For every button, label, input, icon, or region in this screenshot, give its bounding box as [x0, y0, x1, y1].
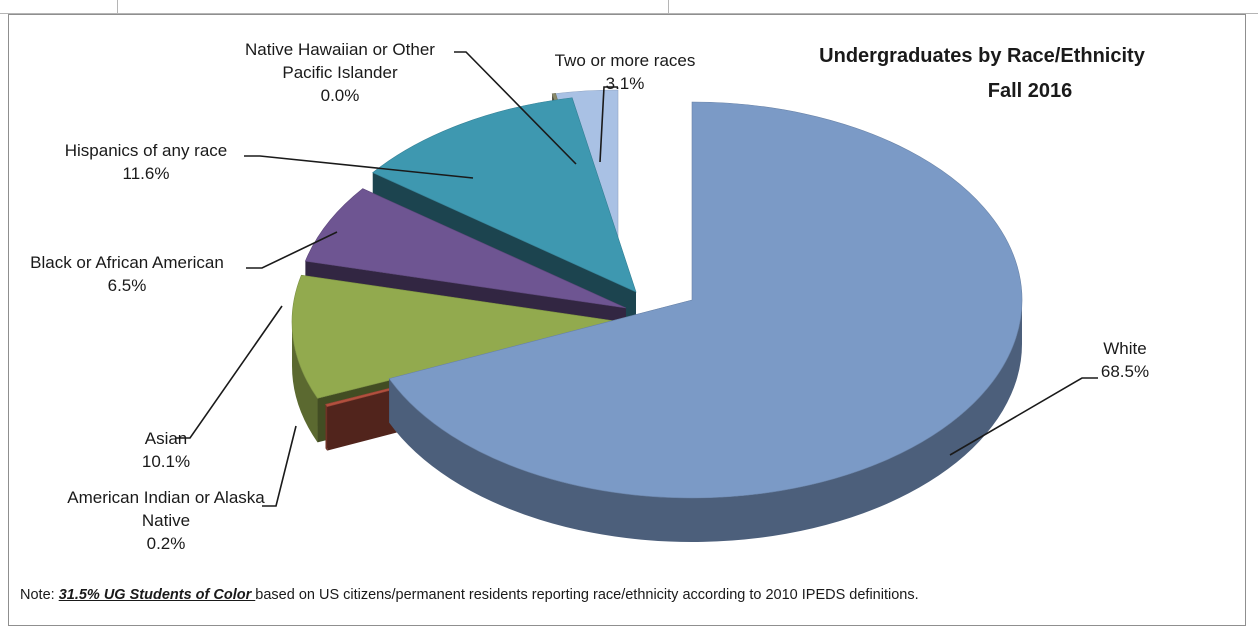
slice-rim [325, 404, 328, 451]
slice-label-category: Asian [145, 429, 188, 448]
top-divider [0, 0, 1258, 14]
chart-note: Note: 31.5% UG Students of Color based o… [20, 587, 919, 603]
slice-label-category: Black or African American [30, 253, 224, 272]
note-text: based on US citizens/permanent residents… [255, 587, 919, 603]
slice-rim [292, 322, 318, 443]
leader-line [599, 86, 618, 163]
slice-label-value: 0.0% [321, 86, 360, 105]
pie-slice [388, 101, 1023, 542]
leader-line [246, 231, 338, 269]
slice-label-category: Pacific Islander [282, 63, 398, 82]
slice-label-value: 68.5% [1101, 362, 1149, 381]
note-prefix: Note: [20, 587, 59, 603]
leader-line [244, 155, 474, 179]
slice-label-value: 11.6% [123, 164, 170, 183]
slice-label-category: White [1103, 339, 1146, 358]
slice-label: Asian 10.1% [142, 429, 190, 471]
slice-labels: White 68.5% American Indian or Alaska Nativ… [30, 40, 1149, 553]
leader-lines [176, 51, 1098, 507]
slice-label-category: Native Hawaiian or Other [245, 40, 435, 59]
top-tick [668, 0, 669, 14]
slice-label-category: Two or more races [555, 51, 696, 70]
slice-label: Two or more races 3.1% [555, 51, 696, 93]
note-highlight: 31.5% UG Students of Color [58, 587, 256, 603]
slice-label-value: 0.2% [147, 534, 186, 553]
slice-label-category: American Indian or Alaska [67, 488, 265, 507]
chart-subtitle: Fall 2016 [988, 80, 1073, 102]
slice-top [388, 101, 1023, 499]
pie-layer [291, 89, 1023, 542]
slice-top [304, 188, 627, 309]
slice-label: Black or African American 6.5% [30, 253, 224, 295]
slice-label-value: 6.5% [108, 276, 147, 295]
slice-label-value: 10.1% [142, 452, 190, 471]
slice-label-category: Hispanics of any race [65, 141, 228, 160]
top-tick [117, 0, 118, 14]
leader-line [262, 425, 297, 507]
slice-top [291, 274, 623, 399]
slice-label: American Indian or Alaska Native 0.2% [67, 488, 265, 553]
slice-label: Native Hawaiian or Other Pacific Islander… [245, 40, 435, 105]
slice-label-value: 3.1% [606, 74, 645, 93]
chart-title: Undergraduates by Race/Ethnicity [819, 45, 1146, 67]
leader-line [949, 377, 1098, 456]
slice-rim [389, 300, 1022, 542]
slice-label-category: Native [142, 511, 190, 530]
slice-label: White 68.5% [1101, 339, 1149, 381]
slice-top [372, 97, 637, 293]
leader-line [176, 305, 283, 439]
slice-label: Hispanics of any race 11.6% [65, 141, 228, 183]
leader-line [454, 51, 577, 165]
